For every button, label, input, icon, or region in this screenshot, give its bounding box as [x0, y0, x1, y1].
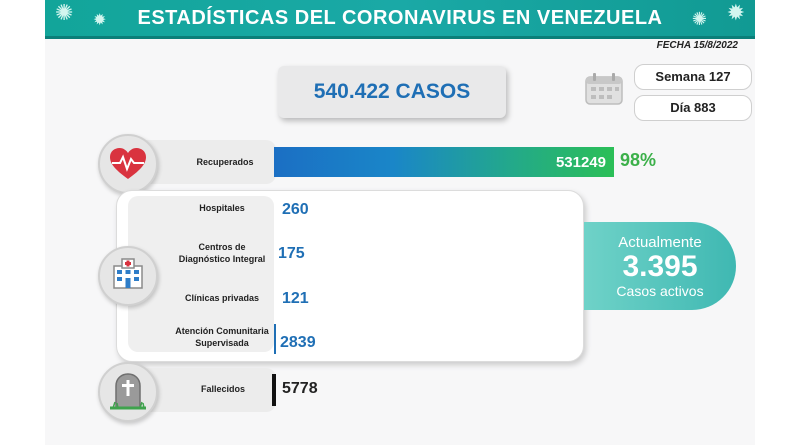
recovered-percent: 98%: [620, 150, 657, 170]
heart-icon: [110, 148, 146, 179]
community-bar: [274, 324, 276, 354]
deaths-value: 5778: [282, 380, 318, 397]
active-cases-box: Actualmente 3.395 Casos activos: [584, 222, 736, 310]
total-cases: 540.422 CASOS: [313, 80, 471, 103]
care-label-cdi: Centros de Diagnóstico Integral: [178, 242, 266, 264]
deaths-icon-circle: [98, 362, 158, 422]
active-cases-value: 3.395: [622, 250, 698, 283]
calendar-icon: [585, 73, 623, 105]
recovered-icon-circle: [98, 134, 158, 194]
deaths-label: Fallecidos: [200, 384, 245, 394]
care-label-hospitals: Hospitales: [199, 203, 245, 213]
hospital-icon-circle: [98, 246, 158, 306]
recovered-label: Recuperados: [196, 157, 254, 167]
care-value-community: 2839: [280, 334, 316, 351]
active-top-label: Actualmente: [618, 234, 702, 251]
tombstone-icon: [110, 373, 146, 410]
recovered-bar: 531249: [274, 147, 614, 177]
virus-icon: ✹: [93, 12, 107, 29]
deaths-bar: [272, 374, 276, 406]
total-cases-box: 540.422 CASOS: [278, 66, 506, 118]
page-title: ESTADÍSTICAS DEL CORONAVIRUS EN VENEZUEL…: [137, 7, 663, 29]
hospital-icon: [113, 258, 143, 289]
active-bottom-label: Casos activos: [616, 283, 704, 299]
virus-icon: ✺: [691, 9, 707, 29]
virus-icon: ✺: [55, 0, 74, 25]
care-value-cdi: 175: [278, 245, 305, 262]
care-value-hospitals: 260: [282, 201, 309, 218]
week-badge: Semana 127: [634, 64, 752, 90]
header-banner: ✺ ✹ ✺ ✹ ESTADÍSTICAS DEL CORONAVIRUS EN …: [45, 0, 755, 39]
day-badge: Día 883: [634, 95, 752, 121]
recovered-value: 531249: [555, 154, 606, 171]
care-label-private: Clínicas privadas: [184, 293, 260, 303]
virus-icon: ✹: [726, 0, 745, 25]
care-label-community: Atención Comunitaria Supervisada: [175, 326, 269, 348]
care-value-private: 121: [282, 290, 309, 307]
report-date: FECHA 15/8/2022: [656, 40, 738, 51]
